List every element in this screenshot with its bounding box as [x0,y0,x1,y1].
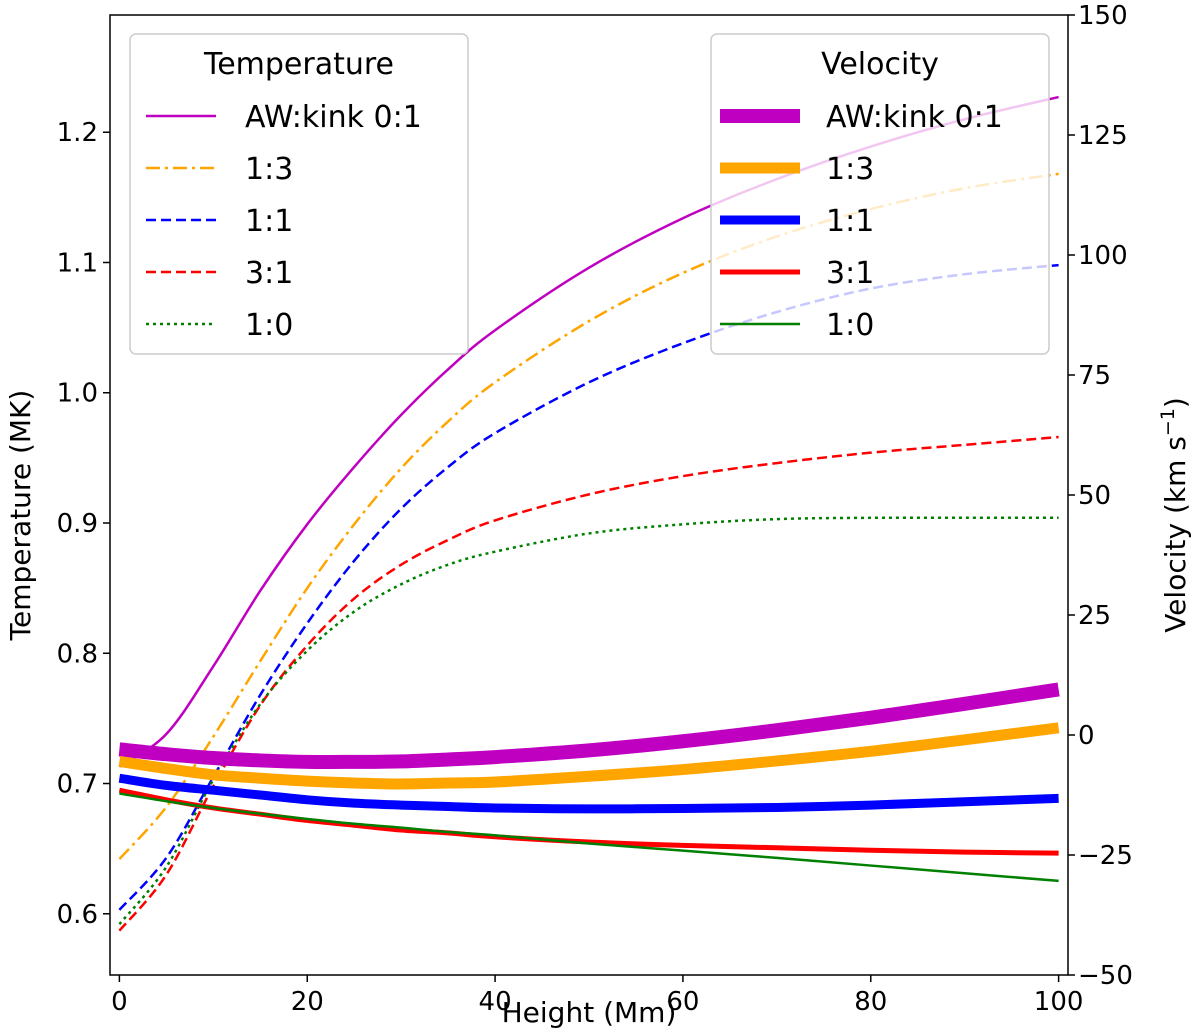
velocity-line-1 [118,682,1060,770]
left-tick-label: 0.6 [57,900,98,930]
series-layer [118,95,1060,932]
temperature-legend-label: AW:kink 0:1 [245,100,422,135]
velocity-legend-label: 3:1 [826,256,874,291]
left-tick-label: 1.2 [57,118,98,148]
temperature-legend-frame [129,33,469,355]
left-axis-title: Temperature (MK) [4,390,37,642]
temperature-legend-label: 1:0 [245,308,293,343]
right-tick-label: 125 [1078,121,1128,151]
right-axis-title-main: Velocity (km s [1159,436,1192,633]
velocity-legend-label: AW:kink 0:1 [826,100,1003,135]
velocity-line-5 [119,792,1059,883]
right-tick-label: 150 [1078,1,1128,31]
right-tick-label: −50 [1078,961,1133,991]
right-tick-label: 25 [1078,601,1111,631]
right-axis-title: Velocity (km s−1) [1157,397,1192,633]
x-tick-label: 60 [666,987,699,1017]
velocity-legend-label: 1:1 [826,204,874,239]
x-tick-label: 100 [1034,987,1084,1017]
x-tick-label: 40 [479,987,512,1017]
right-tick-label: 100 [1078,241,1128,271]
velocity-legend-label: 1:3 [826,152,874,187]
left-tick-label: 1.1 [57,248,98,278]
temperature-line-5 [118,516,1059,925]
right-axis-title-sup: −1 [1157,408,1179,436]
temperature-legend-label: 1:3 [245,152,293,187]
left-tick-label: 0.9 [57,509,98,539]
temperature-legend-label: 1:1 [245,204,293,239]
left-tick-label: 0.7 [57,770,98,800]
velocity-legend: Velocity AW:kink 0:1 1:3 1:1 3:1 1:0 [710,33,1050,355]
temperature-legend-title: Temperature [203,47,394,82]
velocity-line-2 [118,722,1060,790]
left-tick-label: 0.8 [57,639,98,669]
x-tick-label: 0 [111,987,128,1017]
temperature-legend-label: 3:1 [245,256,293,291]
x-tick-label: 20 [291,987,324,1017]
temperature-legend: Temperature AW:kink 0:1 1:3 1:1 3:1 1:0 [129,33,469,355]
x-tick-label: 80 [854,987,887,1017]
velocity-legend-title: Velocity [821,47,939,82]
temperature-line-4 [118,435,1059,932]
x-axis-title: Height (Mm) [502,996,677,1029]
axes-layer: 0 20 40 60 80 100 0.6 0.7 0.8 0.9 1.0 1.1 1.2 −50 −25 0… [4,1,1192,1029]
right-tick-label: 0 [1078,721,1095,751]
velocity-legend-frame [710,33,1050,355]
left-tick-label: 1.0 [57,379,98,409]
right-tick-label: −25 [1078,841,1133,871]
velocity-legend-label: 1:0 [826,308,874,343]
right-tick-label: 75 [1078,361,1111,391]
right-tick-label: 50 [1078,481,1111,511]
right-axis-title-close: ) [1159,397,1192,408]
velocity-line-3 [118,773,1059,814]
